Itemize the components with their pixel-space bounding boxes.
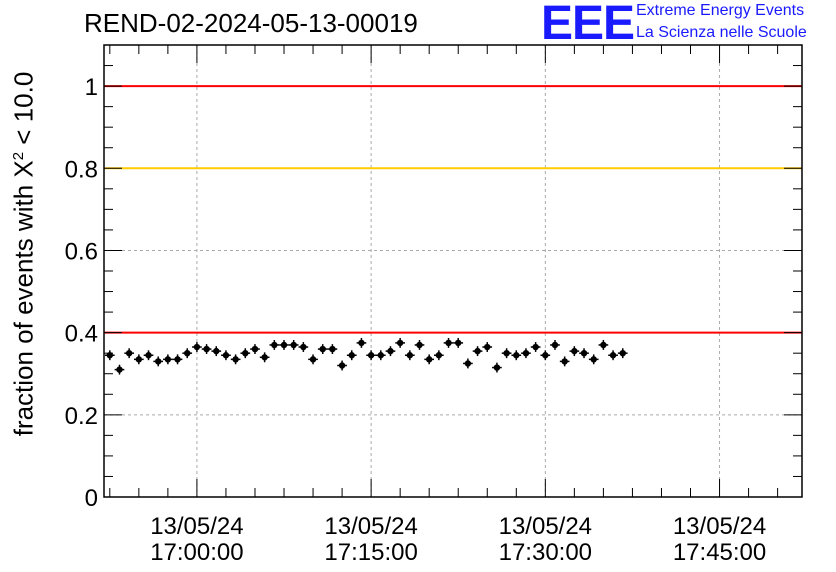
data-point bbox=[513, 352, 520, 359]
plot-frame bbox=[103, 44, 803, 498]
data-point bbox=[125, 349, 133, 357]
y-tick-label: 0.4 bbox=[65, 321, 98, 348]
data-point bbox=[542, 352, 549, 359]
data-point bbox=[290, 341, 297, 349]
x-tick-label-date: 13/05/24 bbox=[499, 513, 592, 540]
y-tick-label: 1 bbox=[85, 74, 98, 101]
data-point bbox=[348, 352, 355, 359]
x-tick-label-time: 17:00:00 bbox=[150, 539, 243, 566]
data-point bbox=[493, 364, 501, 371]
logo-line-1: Extreme Energy Events bbox=[636, 2, 805, 19]
data-point bbox=[551, 341, 559, 349]
data-point bbox=[261, 354, 268, 361]
data-point bbox=[571, 347, 578, 355]
data-point bbox=[464, 360, 472, 367]
data-point bbox=[367, 352, 375, 359]
data-point bbox=[406, 352, 414, 359]
data-point bbox=[135, 356, 143, 363]
x-tick-label-date: 13/05/24 bbox=[150, 513, 243, 540]
data-point bbox=[435, 352, 443, 359]
data-point bbox=[522, 349, 530, 357]
data-point bbox=[319, 345, 326, 353]
y-tick-label: 0.8 bbox=[65, 156, 98, 183]
data-point bbox=[425, 356, 433, 363]
x-tick-label-time: 17:15:00 bbox=[324, 539, 417, 566]
data-point bbox=[222, 352, 230, 359]
data-point bbox=[338, 362, 346, 369]
data-point bbox=[396, 339, 404, 347]
data-point bbox=[174, 356, 181, 363]
data-point bbox=[271, 341, 278, 349]
data-point bbox=[445, 339, 452, 347]
data-point bbox=[619, 349, 626, 357]
data-point bbox=[503, 349, 510, 357]
data-point bbox=[455, 339, 462, 347]
y-tick-label: 0.2 bbox=[65, 403, 98, 430]
data-point bbox=[377, 352, 384, 359]
x-tick-label-date: 13/05/24 bbox=[324, 513, 417, 540]
data-point bbox=[484, 343, 491, 351]
data-point bbox=[474, 347, 481, 355]
data-point bbox=[116, 366, 123, 373]
x-tick-label-time: 17:30:00 bbox=[499, 539, 592, 566]
data-point bbox=[184, 349, 191, 357]
data-point bbox=[106, 352, 114, 359]
data-point bbox=[580, 349, 588, 357]
data-point bbox=[193, 343, 201, 351]
y-axis-label: fraction of events with X2 < 10.0 bbox=[8, 71, 39, 437]
chart-title: REND-02-2024-05-13-00019 bbox=[84, 8, 418, 38]
x-tick-label-time: 17:45:00 bbox=[673, 539, 766, 566]
data-point bbox=[329, 345, 336, 353]
data-point bbox=[251, 345, 259, 353]
data-point bbox=[203, 345, 210, 353]
data-point bbox=[145, 352, 152, 359]
data-point bbox=[358, 339, 365, 347]
logo-line-2: La Scienza nelle Scuole bbox=[636, 24, 807, 41]
data-point bbox=[600, 341, 607, 349]
data-point bbox=[532, 343, 539, 351]
y-tick-label: 0.6 bbox=[65, 238, 98, 265]
data-point bbox=[213, 347, 220, 355]
data-point bbox=[609, 352, 617, 359]
data-point bbox=[232, 356, 239, 363]
data-point bbox=[154, 358, 162, 365]
data-point bbox=[280, 341, 288, 349]
x-tick-label-date: 13/05/24 bbox=[673, 513, 766, 540]
data-point bbox=[309, 356, 317, 363]
data-point bbox=[164, 356, 172, 363]
data-point bbox=[242, 349, 249, 357]
data-point bbox=[590, 356, 597, 363]
data-point bbox=[416, 341, 423, 349]
y-tick-label: 0 bbox=[85, 485, 98, 512]
data-point bbox=[300, 343, 307, 351]
eee-logo: EEE bbox=[541, 0, 635, 50]
data-point bbox=[561, 358, 568, 365]
data-point bbox=[387, 347, 394, 355]
